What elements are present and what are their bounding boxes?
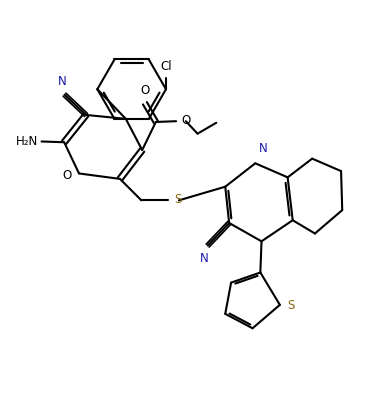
Text: N: N (259, 142, 268, 155)
Text: N: N (58, 75, 67, 88)
Text: O: O (181, 114, 191, 127)
Text: N: N (200, 252, 208, 265)
Text: S: S (287, 299, 294, 312)
Text: S: S (174, 193, 181, 206)
Text: Cl: Cl (160, 60, 172, 73)
Text: H₂N: H₂N (15, 135, 38, 148)
Text: O: O (140, 83, 149, 97)
Text: O: O (63, 169, 72, 182)
